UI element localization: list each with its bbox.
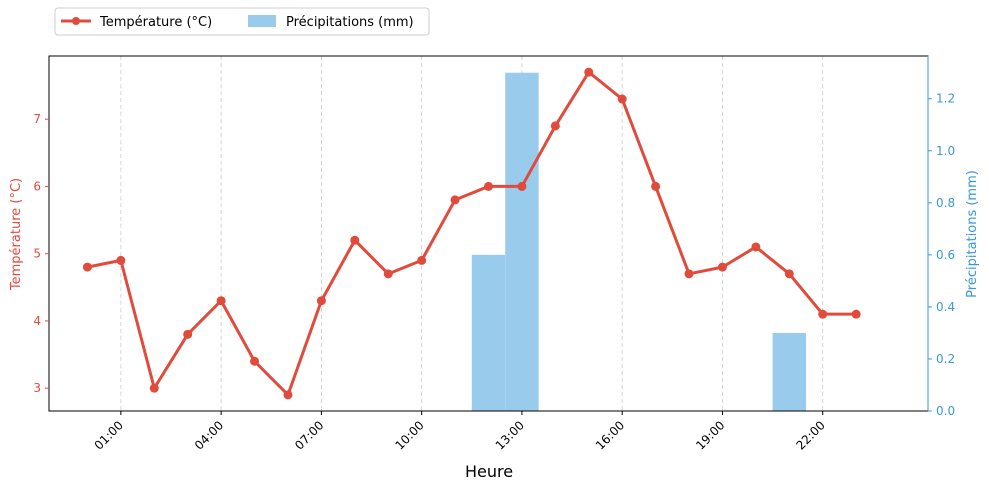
temperature-point	[316, 296, 326, 306]
x-axis-title: Heure	[465, 462, 513, 481]
x-axis: 01:00 04:00 07:00 10:00 13:00 16:00 19:00 22:00	[92, 411, 828, 453]
temperature-point	[350, 235, 360, 245]
temperature-series	[82, 67, 861, 400]
y-axis-right: 0.0 0.2 0.4 0.6 0.8 1.0 1.2	[927, 56, 955, 418]
temperature-point	[450, 195, 460, 205]
temperature-point	[684, 269, 694, 279]
temperature-point	[550, 121, 560, 131]
temperature-point	[183, 329, 193, 339]
y-left-tick-label: 3	[33, 381, 41, 395]
y-right-tick-label: 0.6	[936, 248, 955, 262]
x-tick-label: 07:00	[292, 418, 326, 452]
legend-temperature-label: Température (°C)	[99, 15, 212, 30]
temperature-point	[216, 296, 226, 306]
x-tick-label: 19:00	[693, 418, 727, 452]
y-right-tick-label: 1.0	[936, 144, 955, 158]
temperature-point	[82, 262, 92, 272]
temperature-point	[584, 67, 594, 77]
y-right-tick-label: 0.0	[936, 404, 955, 418]
x-tick-label: 10:00	[392, 418, 426, 452]
y-right-tick-label: 0.4	[936, 300, 955, 314]
temperature-point	[651, 181, 661, 191]
precipitation-bar	[505, 72, 539, 412]
temperature-point	[383, 269, 393, 279]
legend-precipitation-swatch	[248, 15, 276, 27]
y-axis-right-title: Précipitations (mm)	[965, 170, 980, 298]
y-right-tick-label: 1.2	[936, 92, 955, 106]
temperature-point	[283, 390, 293, 400]
temperature-point	[784, 269, 794, 279]
legend: Température (°C) Précipitations (mm)	[54, 7, 430, 36]
temperature-point	[417, 255, 427, 265]
temperature-point	[818, 309, 828, 319]
temperature-point	[517, 181, 527, 191]
precipitation-bars	[471, 72, 807, 412]
precipitation-bar	[772, 332, 807, 411]
y-left-tick-label: 5	[33, 247, 41, 261]
temperature-point	[484, 181, 493, 191]
x-tick-label: 22:00	[793, 418, 827, 452]
y-right-tick-label: 0.8	[936, 196, 955, 210]
temperature-point	[617, 94, 627, 104]
y-axis-left: 3 4 5 6 7	[33, 112, 49, 395]
temperature-point	[751, 242, 761, 252]
temperature-point	[851, 309, 861, 319]
x-tick-label: 01:00	[92, 418, 126, 452]
legend-box	[54, 7, 430, 36]
x-tick-label: 16:00	[593, 418, 627, 452]
precipitation-bar	[471, 254, 506, 411]
legend-precipitation-label: Précipitations (mm)	[286, 15, 414, 30]
y-axis-left-title: Température (°C)	[9, 178, 24, 291]
temperature-point	[149, 383, 159, 393]
y-left-tick-label: 7	[33, 112, 41, 126]
temperature-point	[116, 255, 126, 265]
y-right-tick-label: 0.2	[936, 352, 955, 366]
x-tick-label: 13:00	[493, 418, 527, 452]
temperature-line	[85, 70, 858, 397]
temperature-point	[250, 356, 260, 366]
y-left-tick-label: 4	[33, 314, 41, 328]
temperature-point	[717, 262, 727, 272]
x-tick-label: 04:00	[192, 418, 226, 452]
y-left-tick-label: 6	[33, 179, 41, 193]
legend-temperature-swatch-marker	[72, 17, 80, 25]
